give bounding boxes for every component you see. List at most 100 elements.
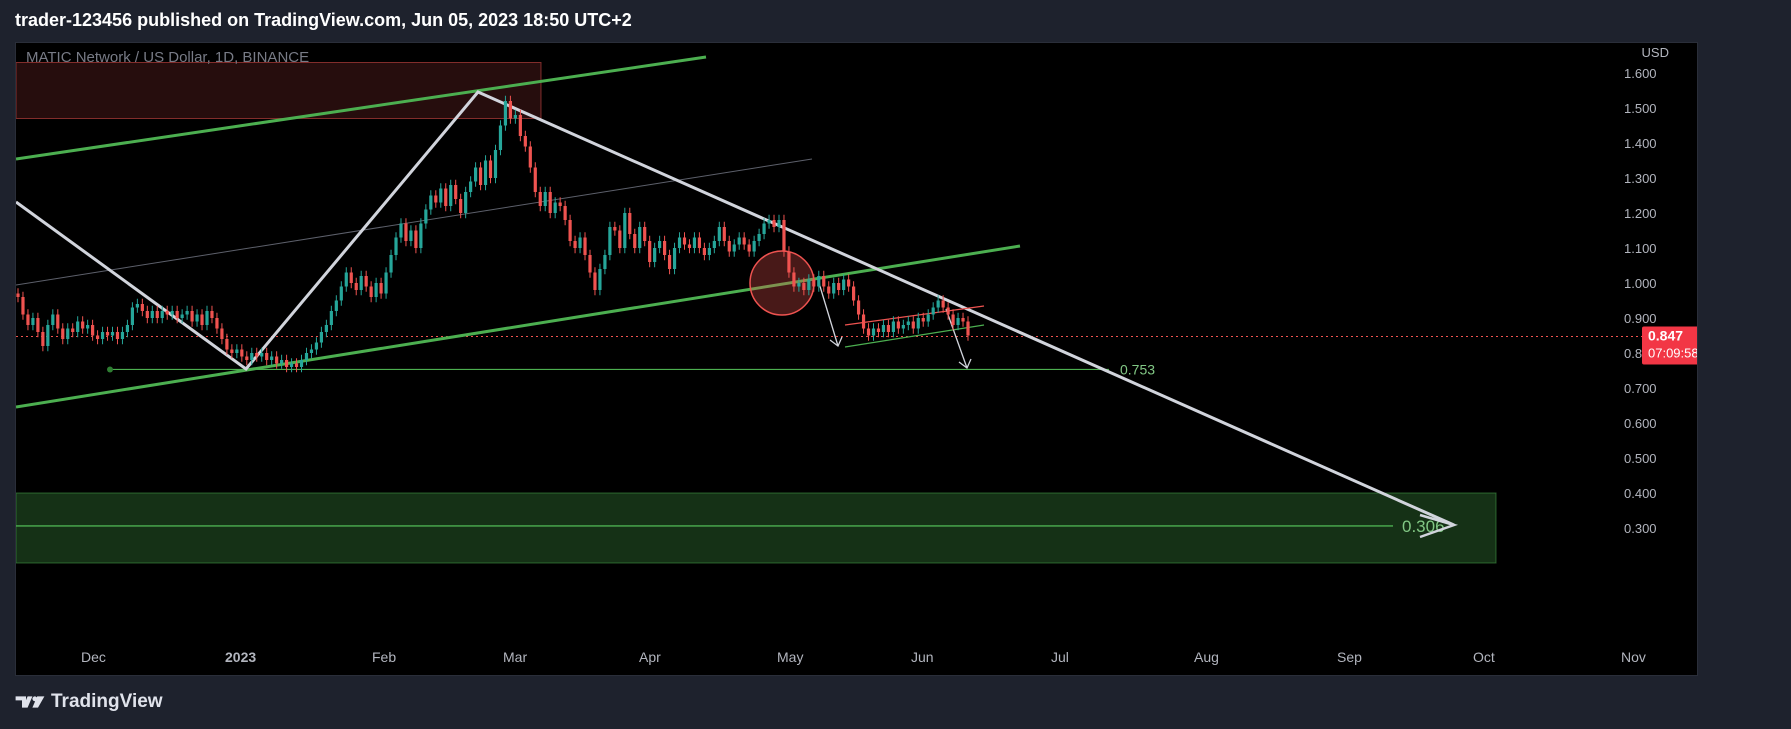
chart-pane[interactable]: 0.753 0.306 1.600 1.500 1.400 1.300 1.200 1.1… bbox=[15, 42, 1698, 676]
candle-body[interactable] bbox=[444, 188, 448, 207]
candle-body[interactable] bbox=[100, 332, 105, 339]
candle-body[interactable] bbox=[737, 237, 741, 245]
candle-body[interactable] bbox=[966, 321, 970, 336]
candle-body[interactable] bbox=[528, 146, 532, 168]
candle-body[interactable] bbox=[185, 311, 189, 315]
candle-body[interactable] bbox=[732, 244, 736, 252]
candle-body[interactable] bbox=[71, 328, 75, 333]
candle-body[interactable] bbox=[374, 283, 378, 297]
candle-body[interactable] bbox=[807, 279, 811, 291]
candle-body[interactable] bbox=[911, 321, 915, 329]
candle-body[interactable] bbox=[931, 307, 935, 315]
candle-body[interactable] bbox=[483, 160, 488, 186]
candle-body[interactable] bbox=[568, 220, 572, 241]
candle-body[interactable] bbox=[961, 318, 965, 322]
candle-body[interactable] bbox=[61, 328, 65, 340]
candle-body[interactable] bbox=[583, 237, 587, 256]
candle-body[interactable] bbox=[145, 311, 149, 318]
candle-body[interactable] bbox=[334, 300, 338, 312]
candle-body[interactable] bbox=[822, 276, 826, 287]
candle-body[interactable] bbox=[220, 328, 224, 340]
candle-body[interactable] bbox=[51, 314, 55, 326]
candle-body[interactable] bbox=[105, 332, 110, 336]
candle-body[interactable] bbox=[921, 318, 925, 322]
candle-body[interactable] bbox=[672, 248, 677, 269]
candle-body[interactable] bbox=[722, 227, 726, 241]
candle-body[interactable] bbox=[91, 325, 95, 336]
candle-body[interactable] bbox=[503, 101, 508, 126]
channel-mid-line[interactable] bbox=[16, 158, 813, 286]
candle-body[interactable] bbox=[439, 188, 443, 203]
candle-body[interactable] bbox=[717, 227, 721, 241]
candle-body[interactable] bbox=[628, 213, 632, 234]
candle-body[interactable] bbox=[36, 318, 40, 332]
candle-body[interactable] bbox=[16, 293, 20, 298]
candle-body[interactable] bbox=[553, 202, 557, 214]
candle-body[interactable] bbox=[667, 255, 672, 269]
candle-body[interactable] bbox=[240, 349, 244, 357]
candle-body[interactable] bbox=[454, 185, 458, 199]
candle-body[interactable] bbox=[906, 321, 910, 326]
candle-body[interactable] bbox=[777, 220, 781, 227]
candle-body[interactable] bbox=[344, 272, 348, 287]
candle-body[interactable] bbox=[429, 195, 433, 210]
candle-body[interactable] bbox=[309, 349, 314, 354]
candle-body[interactable] bbox=[46, 325, 50, 346]
candle-body[interactable] bbox=[384, 272, 388, 294]
level-anchor-dot[interactable] bbox=[107, 366, 113, 373]
candle-body[interactable] bbox=[951, 314, 955, 326]
candle-body[interactable] bbox=[314, 342, 319, 350]
candle-body[interactable] bbox=[135, 304, 139, 308]
candle-body[interactable] bbox=[757, 234, 761, 241]
candle-body[interactable] bbox=[86, 325, 90, 329]
candle-body[interactable] bbox=[682, 237, 687, 245]
candle-body[interactable] bbox=[598, 269, 602, 290]
candle-body[interactable] bbox=[896, 321, 900, 329]
candle-body[interactable] bbox=[339, 286, 343, 301]
candle-body[interactable] bbox=[175, 311, 179, 318]
candle-body[interactable] bbox=[120, 332, 125, 339]
candle-body[interactable] bbox=[772, 220, 776, 227]
candle-body[interactable] bbox=[115, 332, 120, 339]
candle-body[interactable] bbox=[473, 167, 478, 182]
candle-body[interactable] bbox=[817, 276, 821, 287]
candle-body[interactable] bbox=[742, 237, 746, 245]
candle-body[interactable] bbox=[881, 325, 886, 332]
support-zone[interactable] bbox=[16, 492, 1497, 564]
candle-body[interactable] bbox=[130, 307, 134, 326]
candle-body[interactable] bbox=[837, 283, 841, 290]
candle-body[interactable] bbox=[876, 328, 881, 333]
candle-body[interactable] bbox=[160, 311, 164, 318]
candle-body[interactable] bbox=[409, 230, 413, 242]
candle-body[interactable] bbox=[658, 241, 662, 248]
candle-body[interactable] bbox=[727, 241, 731, 252]
candle-body[interactable] bbox=[563, 206, 567, 220]
candle-body[interactable] bbox=[941, 300, 945, 308]
candle-body[interactable] bbox=[677, 237, 682, 249]
down-arrow-line-1[interactable] bbox=[818, 282, 839, 347]
candle-body[interactable] bbox=[832, 283, 836, 294]
candle-body[interactable] bbox=[866, 328, 871, 336]
candle-body[interactable] bbox=[26, 314, 30, 326]
candle-body[interactable] bbox=[140, 304, 144, 311]
candle-body[interactable] bbox=[936, 300, 940, 308]
candle-body[interactable] bbox=[41, 332, 45, 346]
candle-body[interactable] bbox=[692, 237, 697, 249]
candle-body[interactable] bbox=[245, 356, 249, 361]
candle-body[interactable] bbox=[230, 349, 234, 354]
candle-body[interactable] bbox=[434, 195, 438, 203]
candle-body[interactable] bbox=[916, 318, 920, 329]
candle-body[interactable] bbox=[235, 349, 239, 354]
flag-lower-line[interactable] bbox=[844, 324, 985, 348]
candle-body[interactable] bbox=[275, 356, 279, 364]
candle-body[interactable] bbox=[205, 311, 209, 325]
candle-body[interactable] bbox=[319, 332, 324, 343]
trend-zigzag-line[interactable] bbox=[16, 90, 1455, 527]
candle-body[interactable] bbox=[493, 150, 498, 178]
candle-body[interactable] bbox=[946, 307, 950, 315]
candle-body[interactable] bbox=[304, 353, 309, 360]
candle-body[interactable] bbox=[812, 279, 816, 287]
candle-body[interactable] bbox=[603, 255, 607, 269]
candle-body[interactable] bbox=[578, 237, 582, 249]
price-chart[interactable]: 0.753 0.306 1.6001.5001.4001.3001.2001.1… bbox=[16, 43, 1697, 675]
